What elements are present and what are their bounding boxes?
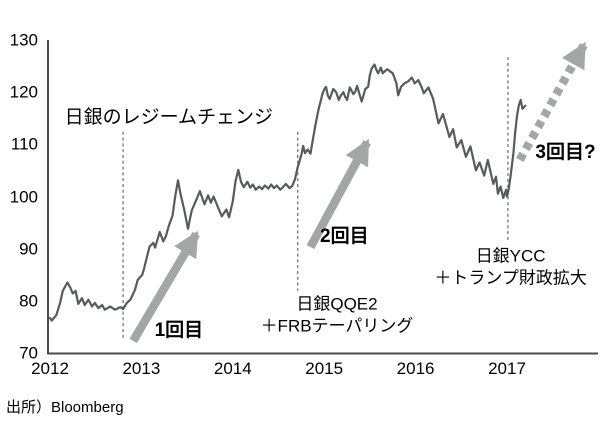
- event-dashed-lines: [122, 57, 509, 338]
- annotation-line: 1回目: [154, 319, 204, 341]
- annotation-line: 2回目: [320, 225, 369, 247]
- annotation-round-3: 3回目?: [535, 141, 595, 165]
- x-tick-label-2017: 2017: [488, 359, 526, 378]
- annotation-line: 日銀のレジームチェンジ: [64, 106, 274, 128]
- x-tick-label-2014: 2014: [213, 359, 252, 378]
- x-tick-label-2013: 2013: [122, 359, 161, 378]
- y-tick-label-130: 130: [9, 30, 38, 50]
- x-tick-label-2016: 2016: [396, 359, 435, 378]
- annotation-ycc-trump: 日銀YCC ＋トランプ財政拡大: [434, 245, 587, 289]
- y-tick-label-70: 70: [19, 343, 38, 363]
- y-tick-label-90: 90: [19, 239, 38, 259]
- annotation-line: 日銀YCC: [475, 246, 546, 266]
- annotation-round-2: 2回目: [320, 225, 369, 249]
- annotation-line: 日銀QQE2: [296, 294, 378, 314]
- annotation-line: ＋トランプ財政拡大: [434, 267, 587, 287]
- trend-arrows: [129, 41, 588, 344]
- source-note: 出所）Bloomberg: [6, 399, 124, 416]
- trend-arrow-rally-3: [516, 41, 588, 163]
- y-tick-label-80: 80: [19, 291, 38, 311]
- trend-arrow-rally-1: [129, 230, 200, 344]
- annotation-regime-change: 日銀のレジームチェンジ: [65, 106, 273, 130]
- y-tick-label-100: 100: [9, 187, 38, 207]
- y-tick-label-120: 120: [9, 82, 38, 102]
- x-tick-label-2015: 2015: [305, 359, 344, 378]
- annotation-round-1: 1回目: [155, 319, 204, 343]
- annotation-line: 3回目?: [535, 142, 596, 163]
- series: [48, 63, 527, 322]
- series-line-usd-jpy: [48, 63, 527, 322]
- annotation-line: ＋FRBテーパリング: [260, 316, 414, 336]
- x-tick-label-2012: 2012: [31, 359, 69, 378]
- y-tick-label-110: 110: [10, 134, 38, 154]
- trend-arrow-rally-2: [306, 138, 371, 250]
- annotation-qqe2-taper: 日銀QQE2 ＋FRBテーパリング: [261, 294, 414, 338]
- axes: [47, 40, 598, 355]
